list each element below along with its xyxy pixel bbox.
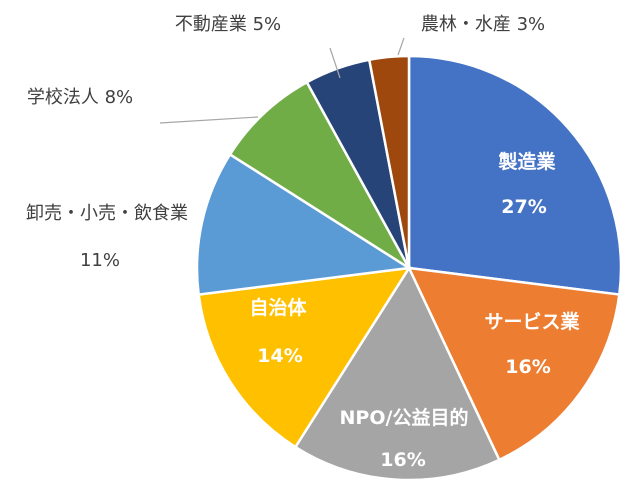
slice-name-label: NPO/公益目的 [340,406,469,429]
slice-name-label: 卸売・小売・飲食業 [26,203,188,224]
pie-slice [228,80,411,270]
pie-slice [367,54,411,269]
slice-name-label: 製造業 [497,150,556,173]
slice-value-label: 16% [505,356,550,378]
pie-slice [406,266,621,462]
slice-data-label: 農林・水産 3% [421,14,545,35]
pie-slice [407,54,623,296]
slice-value-label: 14% [257,345,302,367]
pie-slice [197,266,412,449]
slice-value-label: 27% [501,196,546,218]
slice-name-label: サービス業 [484,310,580,333]
slice-value-label: 16% [380,449,425,471]
slice-data-label: 不動産業 5% [175,14,281,35]
slice-name-label: 自治体 [249,296,307,319]
leader-line [397,37,405,56]
slice-value-label: 11% [80,250,120,271]
leader-line [159,116,259,124]
pie-slice [195,152,413,296]
leader-line [329,47,341,79]
pie-slice [293,265,501,482]
slice-data-label: 学校法人 8% [27,87,133,108]
